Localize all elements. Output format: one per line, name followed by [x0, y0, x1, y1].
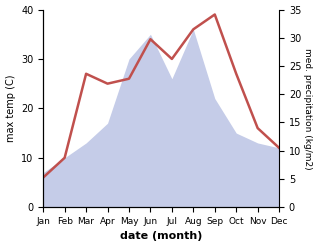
- X-axis label: date (month): date (month): [120, 231, 202, 242]
- Y-axis label: max temp (C): max temp (C): [5, 75, 16, 142]
- Y-axis label: med. precipitation (kg/m2): med. precipitation (kg/m2): [303, 48, 313, 169]
